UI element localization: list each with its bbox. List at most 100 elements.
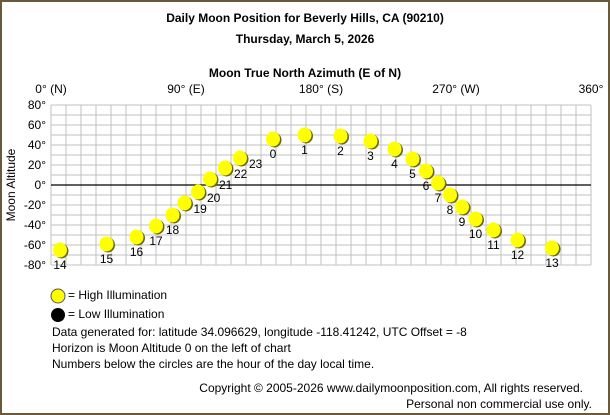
usage-note: Personal non commercial use only. — [406, 397, 592, 411]
x-tick-label: 270° (W) — [432, 82, 479, 96]
hour-label: 2 — [337, 144, 344, 158]
moon-point-circle — [53, 242, 67, 258]
moon-point-circle — [443, 187, 457, 203]
y-tick-label: 80° — [28, 98, 46, 112]
moon-point: 20 — [191, 184, 221, 205]
moon-point: 19 — [177, 195, 208, 216]
moon-point: 9 — [455, 199, 471, 229]
hour-label: 10 — [469, 227, 483, 241]
y-tick-label: -80° — [24, 258, 46, 272]
hour-label: 0 — [270, 147, 277, 161]
moon-point: 16 — [129, 229, 145, 259]
moon-point: 13 — [545, 240, 561, 270]
hour-label: 7 — [435, 191, 442, 205]
hour-label: 21 — [219, 178, 233, 192]
copyright: Copyright © 2005-2026 www.dailymoonposit… — [199, 381, 583, 395]
hour-label: 19 — [194, 202, 208, 216]
moon-point: 17 — [149, 218, 165, 248]
y-tick-label: 40° — [28, 138, 46, 152]
hour-label: 20 — [207, 191, 221, 205]
axis-ticks: 0° (N) 90° (E) 180° (S) 270° (W) 360° 80° 60° 4… — [24, 82, 604, 272]
moon-point: 12 — [510, 232, 526, 262]
y-tick-label: 60° — [28, 118, 46, 132]
moon-point: 15 — [99, 236, 115, 266]
moon-point: 4 — [387, 141, 403, 171]
moon-point-circle — [455, 199, 469, 215]
hour-label: 22 — [234, 167, 248, 181]
x-tick-label: 180° (S) — [299, 82, 343, 96]
hour-label: 17 — [149, 234, 163, 248]
y-tick-label: -60° — [24, 238, 46, 252]
x-tick-label: 360° — [579, 82, 604, 96]
moon-point-circle — [419, 163, 433, 179]
note-data-generated: Data generated for: latitude 34.096629, … — [52, 325, 467, 339]
hour-label: 4 — [391, 157, 398, 171]
moon-point-circle — [431, 175, 445, 191]
hour-label: 18 — [166, 223, 180, 237]
hour-label: 1 — [301, 143, 308, 157]
moon-point-circle — [177, 195, 192, 211]
moon-point: 21 — [203, 171, 233, 192]
moon-point: 10 — [468, 211, 484, 241]
legend: = High Illumination = Low Illumination — [50, 288, 167, 322]
hour-label: 15 — [100, 252, 114, 266]
moon-point-circle — [510, 232, 525, 248]
moon-point-circle — [486, 222, 501, 238]
moon-point: 11 — [486, 222, 502, 252]
moon-point-circle — [165, 207, 180, 223]
moon-point-circle — [218, 160, 232, 176]
y-tick-label: -20° — [24, 198, 46, 212]
moon-point: 0 — [266, 131, 282, 161]
moon-point-circle — [99, 236, 114, 252]
moon-point-circle — [405, 151, 420, 167]
hour-label: 8 — [447, 203, 454, 217]
moon-point-circle — [191, 184, 205, 200]
moon-point: 5 — [405, 151, 421, 181]
hour-label: 6 — [423, 179, 430, 193]
moon-point: 22 — [218, 160, 248, 181]
hour-label: 11 — [487, 238, 500, 252]
moon-point-circle — [233, 150, 247, 166]
hour-label: 14 — [53, 258, 67, 272]
hour-label: 23 — [249, 157, 263, 171]
x-tick-label: 0° (N) — [35, 82, 66, 96]
moon-point-circle — [468, 211, 483, 227]
y-axis-title: Moon Altitude — [4, 148, 18, 221]
y-tick-label: 20° — [28, 158, 46, 172]
moon-point-circle — [203, 171, 217, 187]
moon-point: 2 — [333, 128, 349, 158]
note-hour-numbers: Numbers below the circles are the hour o… — [52, 357, 374, 371]
moon-point-circle — [149, 218, 163, 234]
legend-low-label: = Low Illumination — [68, 307, 164, 321]
moon-point: 14 — [53, 242, 69, 272]
moon-point: 8 — [443, 187, 459, 217]
x-axis-title: Moon True North Azimuth (E of N) — [209, 66, 401, 80]
chart-title: Daily Moon Position for Beverly Hills, C… — [166, 11, 444, 25]
moon-point-circle — [545, 240, 559, 256]
moon-point: 6 — [419, 163, 435, 193]
moon-point-circle — [266, 131, 280, 147]
x-tick-label: 90° (E) — [167, 82, 204, 96]
hour-label: 5 — [409, 167, 416, 181]
moon-point-circle — [363, 133, 378, 149]
moon-point: 18 — [165, 207, 181, 237]
grid — [50, 104, 592, 266]
moon-point-circle — [129, 229, 144, 245]
moon-point: 1 — [297, 127, 313, 157]
hour-label: 16 — [130, 245, 144, 259]
legend-low-icon — [51, 308, 65, 322]
hour-label: 9 — [459, 215, 466, 229]
y-tick-label: -40° — [24, 218, 46, 232]
moon-point-circle — [333, 128, 348, 144]
chart-subtitle: Thursday, March 5, 2026 — [236, 32, 375, 46]
moon-point: 23 — [233, 150, 263, 171]
moon-point: 7 — [431, 175, 447, 205]
legend-high-label: = High Illumination — [68, 288, 167, 302]
hour-label: 3 — [367, 149, 374, 163]
moon-point-circle — [297, 127, 312, 143]
legend-high-icon — [50, 288, 66, 304]
hour-label: 12 — [511, 248, 525, 262]
